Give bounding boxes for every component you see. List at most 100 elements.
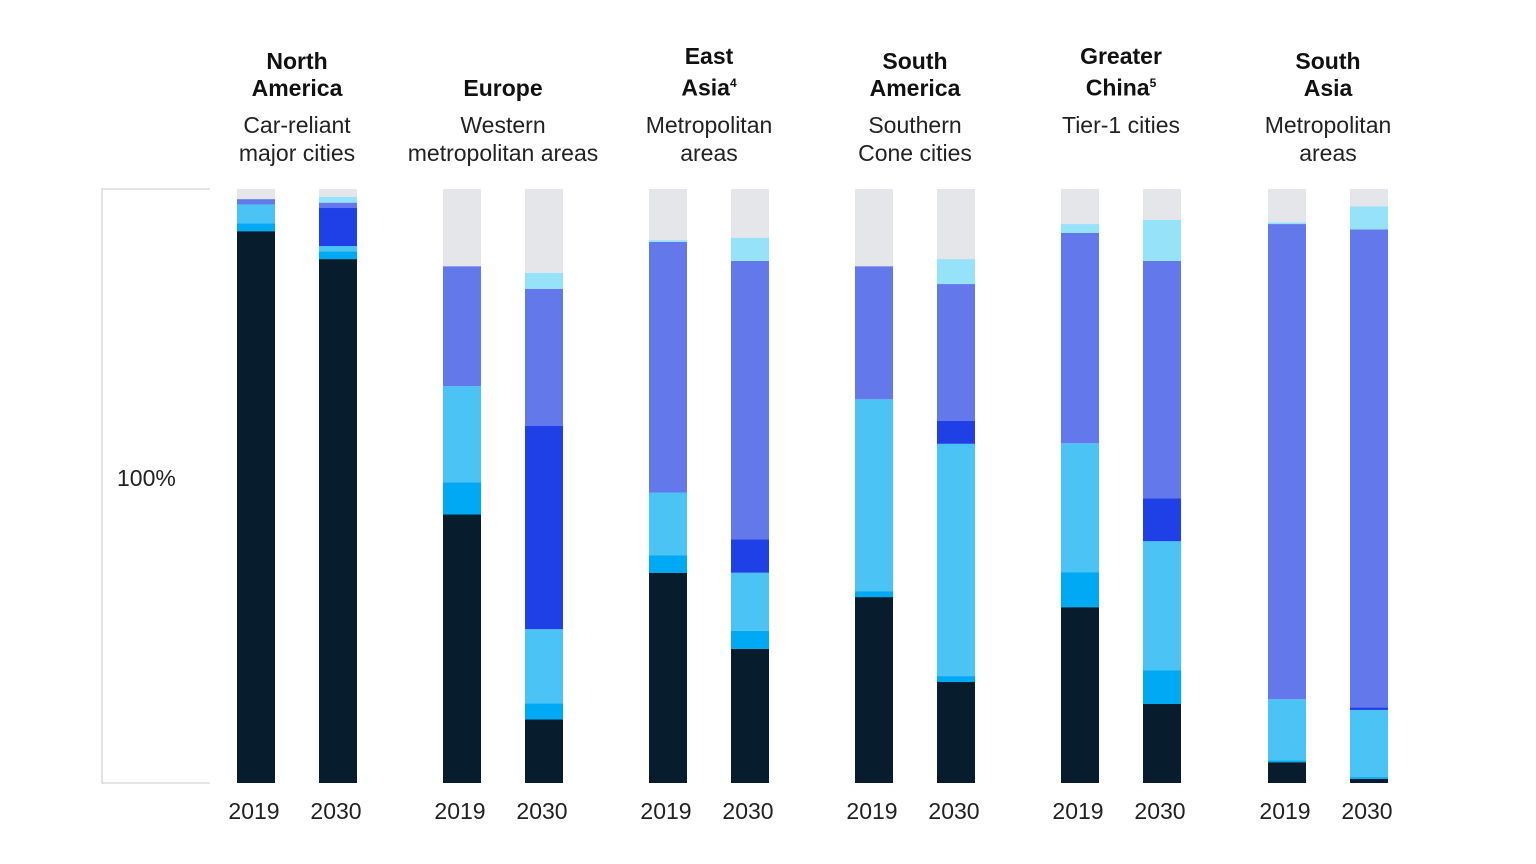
bar-segment [731,648,769,783]
bar-segment [443,189,481,267]
group-header: East Asia4 [589,43,829,102]
group-title: Greater China5 [1080,43,1162,101]
bar-segment [649,189,687,241]
footnote-marker: 5 [1149,76,1157,91]
group-title: Europe [463,75,543,101]
bar-segment [731,260,769,540]
bar-segment [1268,189,1306,223]
group-subtitle: Southern Cone cities [858,112,972,166]
bar-segment [937,420,975,444]
bar-segment [1061,607,1099,783]
bar-segment [1061,572,1099,608]
group-header: Europe [383,46,623,102]
group-subtitle: Western metropolitan areas [407,112,599,166]
bar-segment [1350,229,1388,708]
bar-segment [1143,260,1181,499]
bar-segment [319,259,357,784]
footnote-marker: 4 [729,76,737,91]
group-subtitle: Car-reliant major cities [238,112,356,166]
group-title: South America [869,48,961,101]
bar-segment [1061,189,1099,225]
bar-segment [237,231,275,784]
bar-segment [237,199,275,205]
bar-segment [855,266,893,400]
bar-segment [1143,219,1181,261]
bar-segment [937,676,975,683]
group-header: South America [795,46,1035,102]
bar-segment [1143,189,1181,220]
bar-segment [319,251,357,260]
bar-segment [1061,232,1099,444]
group-header: Greater China5 [1001,43,1241,102]
y-axis-label: 100% [117,465,176,491]
bar-segment [237,204,275,224]
bar-segment [1350,206,1388,230]
bar-segment [649,240,687,242]
group-title: East Asia4 [681,43,737,101]
x-tick-label: 2030 [1134,798,1185,824]
bar-segment [319,208,357,247]
bar-segment [319,246,357,252]
group-subtitle: Tier-1 cities [1062,112,1180,138]
x-tick-label: 2030 [310,798,361,824]
bar-segment [937,259,975,285]
bar-segment [319,189,357,197]
bar-segment [1268,222,1306,225]
bar-segment [731,539,769,573]
bar-segment [1061,443,1099,573]
bar-segment [237,189,275,200]
group-header: South Asia [1208,46,1448,102]
x-tick-label: 2030 [722,798,773,824]
bar-segment [525,703,563,720]
bar-segment [855,189,893,267]
bar-segment [649,492,687,556]
bar-segment [731,572,769,631]
group-subtitle: Metropolitan areas [645,112,773,166]
bar-segment [1268,760,1306,763]
group-title: South Asia [1295,48,1361,101]
bar-segment [1061,224,1099,233]
bar-segment [1143,498,1181,542]
x-tick-label: 2019 [228,798,279,824]
x-tick-label: 2030 [1341,798,1392,824]
bar-segment [1350,707,1388,710]
group-subtitle: Metropolitan areas [1264,112,1392,166]
bar-segment [855,597,893,783]
bar-segment [1350,777,1388,779]
bar-segment [855,591,893,598]
x-tick-label: 2019 [846,798,897,824]
bar-segment [443,514,481,783]
bar-segment [1268,224,1306,700]
x-tick-label: 2019 [1259,798,1310,824]
bar-segment [1143,670,1181,704]
bar-segment [1350,709,1388,778]
bar-segment [731,237,769,261]
bar-segment [855,399,893,592]
x-tick-label: 2030 [928,798,979,824]
x-tick-label: 2019 [640,798,691,824]
bar-segment [525,719,563,783]
bar-segment [525,288,563,426]
bar-segment [649,241,687,493]
bar-segment [937,189,975,260]
bar-segment [731,630,769,649]
bar-segment [937,443,975,677]
bar-segment [319,196,357,203]
bar-segment [937,682,975,783]
bar-segment [443,266,481,387]
bar-segment [1268,762,1306,783]
bar-segment [1143,704,1181,783]
x-tick-label: 2030 [516,798,567,824]
y-axis-bracket [101,188,210,784]
bar-segment [1268,699,1306,761]
bar-segment [1350,778,1388,783]
group-header: North America [177,46,417,102]
bar-segment [649,555,687,573]
bar-segment [731,189,769,238]
bar-segment [649,572,687,783]
bar-segment [319,202,357,209]
bar-segment [443,386,481,483]
bar-segment [443,482,481,515]
bar-segment [1143,541,1181,671]
